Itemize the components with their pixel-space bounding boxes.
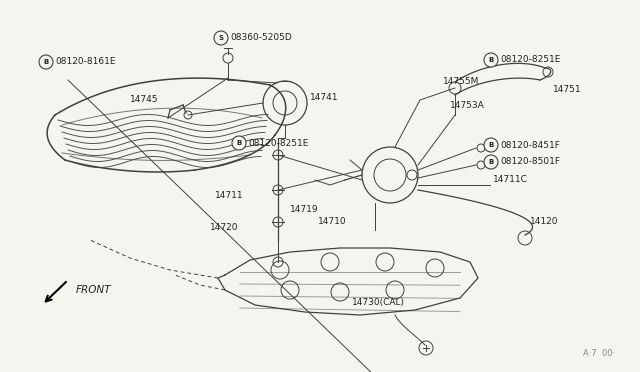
Text: B: B [44, 59, 49, 65]
Text: B: B [236, 140, 242, 146]
Text: 08120-8501F: 08120-8501F [500, 157, 560, 167]
Text: 08120-8161E: 08120-8161E [55, 58, 115, 67]
Text: S: S [218, 35, 223, 41]
Text: FRONT: FRONT [76, 285, 111, 295]
Text: 14120: 14120 [530, 218, 559, 227]
Text: 14710: 14710 [318, 218, 347, 227]
Text: B: B [488, 159, 493, 165]
Circle shape [484, 138, 498, 152]
Text: 14730(CAL): 14730(CAL) [352, 298, 405, 307]
Text: 08120-8251E: 08120-8251E [500, 55, 561, 64]
Text: 14753A: 14753A [450, 100, 484, 109]
Text: 14720: 14720 [210, 224, 239, 232]
Text: 14745: 14745 [130, 96, 159, 105]
Text: 14741: 14741 [310, 93, 339, 103]
Text: B: B [488, 142, 493, 148]
Circle shape [214, 31, 228, 45]
Circle shape [484, 155, 498, 169]
Text: 14711C: 14711C [493, 176, 528, 185]
Text: 14755M: 14755M [443, 77, 479, 87]
Text: 08360-5205D: 08360-5205D [230, 33, 292, 42]
Text: 08120-8451F: 08120-8451F [500, 141, 560, 150]
Text: 14719: 14719 [290, 205, 319, 215]
Text: B: B [488, 57, 493, 63]
Circle shape [39, 55, 53, 69]
Text: 14711: 14711 [215, 192, 244, 201]
Text: A·7  00·: A·7 00· [583, 349, 615, 358]
Circle shape [484, 53, 498, 67]
Text: 14751: 14751 [553, 86, 582, 94]
Circle shape [232, 136, 246, 150]
Text: 08120-8251E: 08120-8251E [248, 138, 308, 148]
